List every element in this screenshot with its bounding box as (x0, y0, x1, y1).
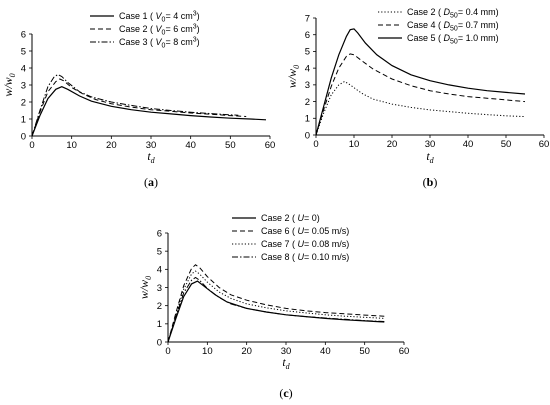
y-tick-label: 0 (157, 337, 162, 348)
chart-panel-c: 0 10 20 30 40 50 60 0 1 2 3 4 5 6 td w/w0 Case 2 ( U= 0)… (137, 213, 409, 400)
legend-entry: Case 8 ( U= 0.10 m/s) (261, 252, 349, 262)
x-tick-label: 0 (313, 139, 318, 150)
x-tick-label: 0 (29, 140, 34, 151)
legend-entry: Case 3 ( V0= 8 cm3) (119, 37, 200, 50)
series-line-case-1 (31, 86, 267, 137)
series-line-case-4 (315, 53, 526, 136)
x-tick-label: 50 (359, 346, 370, 357)
y-tick-label: 0 (305, 130, 310, 141)
legend-entry: Case 4 ( D50= 0.7 mm) (407, 20, 499, 33)
y-tick-label: 4 (305, 63, 310, 74)
series-line-case-5 (315, 28, 526, 136)
x-tick-label: 10 (202, 346, 213, 357)
series-line-case-2 (315, 80, 526, 136)
y-tick-label: 4 (157, 265, 162, 276)
x-tick-label: 10 (66, 140, 77, 151)
x-tick-label: 0 (165, 346, 170, 357)
y-axis-label: w/w0 (285, 65, 301, 88)
y-tick-label: 3 (157, 283, 162, 294)
y-tick-label: 1 (157, 319, 162, 330)
legend-entry: Case 2 ( V0= 6 cm3) (119, 24, 200, 37)
y-axis-label: w/w0 (1, 73, 17, 96)
x-tick-label: 30 (425, 139, 436, 150)
x-tick-label: 50 (225, 140, 236, 151)
x-tick-label: 30 (146, 140, 157, 151)
panel-label: (a) (144, 175, 158, 189)
panel-label: (c) (279, 386, 292, 400)
y-tick-label: 6 (305, 30, 310, 41)
series-line-case-6 (167, 264, 385, 343)
legend-entry: Case 7 ( U= 0.08 m/s) (261, 239, 349, 249)
y-tick-label: 5 (305, 47, 310, 58)
x-tick-label: 60 (539, 139, 550, 150)
x-axis-label: td (282, 355, 290, 371)
x-axis-label: td (147, 149, 155, 165)
panel-label: (b) (423, 175, 438, 189)
y-tick-label: 1 (305, 114, 310, 125)
legend-entry: Case 5 ( D50= 1.0 mm) (407, 33, 499, 46)
x-tick-label: 20 (387, 139, 398, 150)
legend-entry: Case 6 ( U= 0.05 m/s) (261, 226, 349, 236)
y-tick-label: 0 (21, 131, 26, 142)
x-tick-label: 40 (463, 139, 474, 150)
x-tick-label: 10 (349, 139, 360, 150)
legend-entry: Case 2 ( U= 0) (261, 213, 320, 223)
x-axis-label: td (426, 149, 434, 165)
y-axis-label: w/w0 (137, 276, 153, 299)
series-line-case-2 (167, 280, 385, 343)
x-tick-label: 20 (241, 346, 252, 357)
x-tick-label: 40 (320, 346, 331, 357)
chart-panel-b: 0 10 20 30 40 50 60 0 1 2 3 4 5 6 7 td w/w0 Case 2 ( D50=… (285, 7, 549, 189)
legend-entry: Case 1 ( V0= 4 cm3) (119, 11, 200, 24)
y-tick-label: 3 (305, 80, 310, 91)
y-tick-label: 6 (21, 29, 26, 40)
y-tick-label: 6 (157, 228, 162, 239)
x-tick-label: 20 (106, 140, 117, 151)
chart-panel-a: 0 10 20 30 40 50 60 0 1 2 3 4 5 6 td w/w0 Case 1 ( V0= 4… (1, 11, 275, 189)
y-tick-label: 5 (157, 246, 162, 257)
legend-entry: Case 2 ( D50= 0.4 mm) (407, 7, 499, 20)
x-tick-label: 60 (399, 346, 410, 357)
y-tick-label: 2 (157, 301, 162, 312)
y-tick-label: 3 (21, 80, 26, 91)
y-tick-label: 1 (21, 114, 26, 125)
series-line-case-7 (167, 270, 385, 343)
y-tick-label: 4 (21, 63, 26, 74)
x-tick-label: 60 (265, 140, 276, 151)
x-tick-label: 30 (281, 346, 292, 357)
series-line-case-2 (31, 78, 247, 137)
y-tick-label: 2 (305, 97, 310, 108)
y-tick-label: 5 (21, 46, 26, 57)
x-tick-label: 40 (185, 140, 196, 151)
x-tick-label: 50 (501, 139, 512, 150)
y-tick-label: 2 (21, 97, 26, 108)
series-line-case-8 (167, 276, 385, 343)
y-tick-label: 7 (305, 13, 310, 24)
series-line-case-3 (31, 73, 239, 137)
